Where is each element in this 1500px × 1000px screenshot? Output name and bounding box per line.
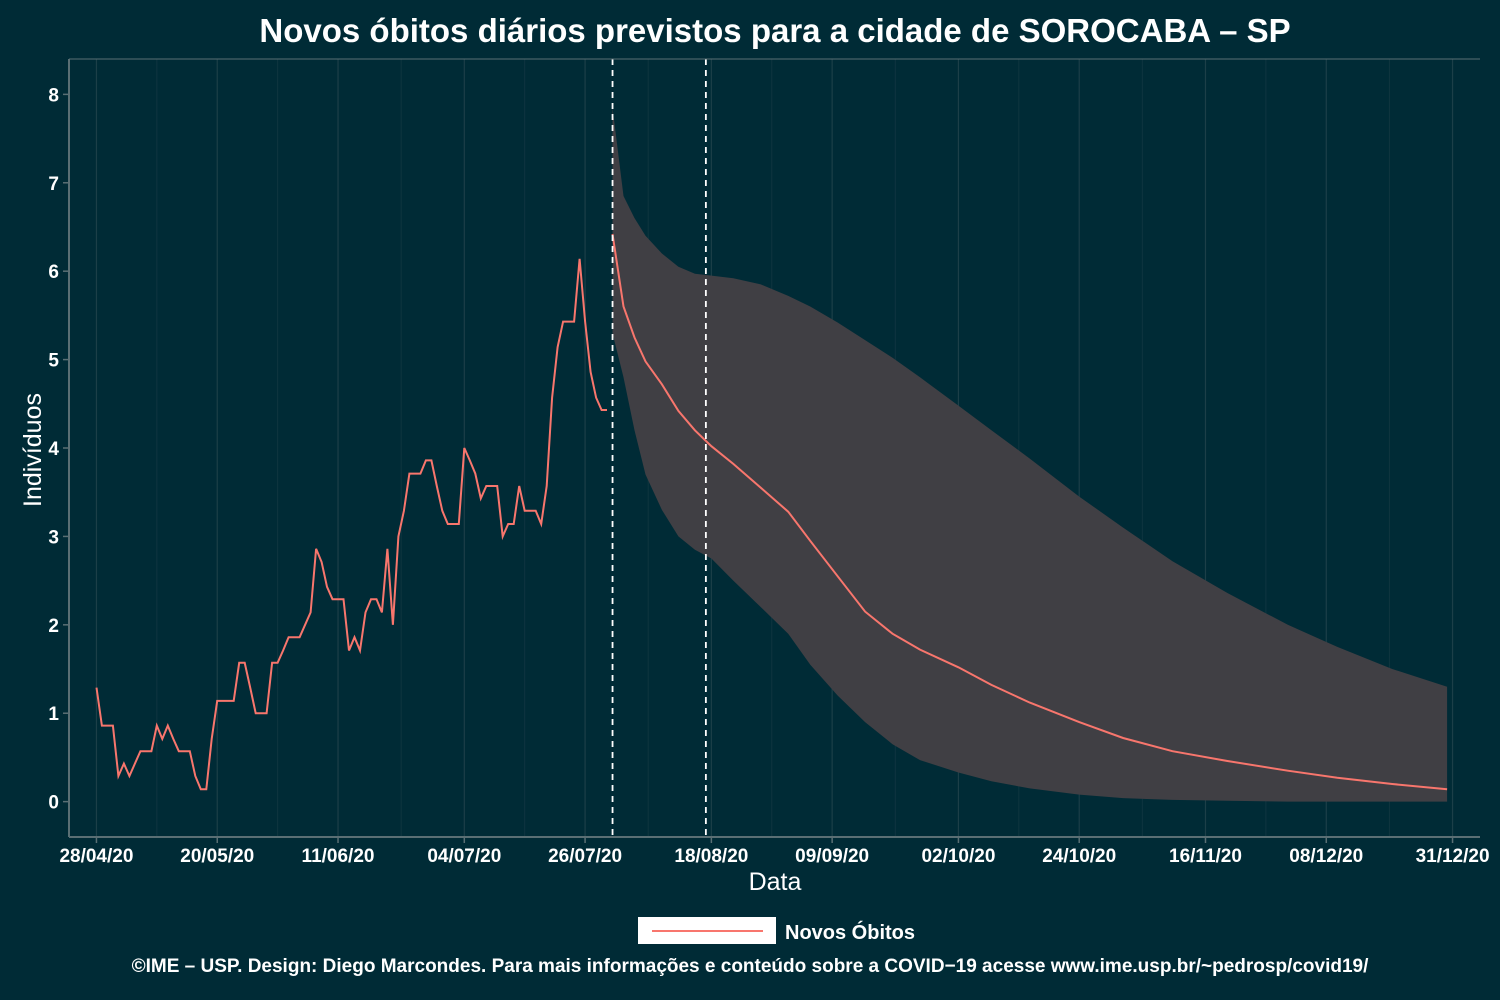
- x-tick-label: 20/05/20: [180, 846, 254, 867]
- y-tick-labels: 0 1 2 3 4 5 6 7 8: [48, 85, 59, 813]
- forecast-band: [612, 107, 1448, 802]
- x-axis-label: Data: [749, 868, 802, 896]
- y-tick-label: 6: [48, 262, 59, 283]
- y-axis-label: Indivíduos: [19, 393, 47, 507]
- x-tick-label: 28/04/20: [59, 846, 133, 867]
- x-tick-label: 09/09/20: [795, 846, 869, 867]
- observed-line: [95, 258, 607, 791]
- chart-title: Novos óbitos diários previstos para a ci…: [259, 12, 1291, 49]
- vertical-markers: [611, 59, 707, 837]
- y-tick-label: 2: [48, 616, 59, 637]
- axes: [63, 58, 1480, 843]
- y-tick-label: 7: [48, 174, 59, 195]
- y-tick-label: 0: [48, 793, 59, 814]
- x-tick-label: 02/10/20: [921, 846, 995, 867]
- x-tick-label: 31/12/20: [1416, 846, 1490, 867]
- legend: Novos Óbitos: [638, 917, 915, 944]
- x-tick-label: 04/07/20: [427, 846, 501, 867]
- y-tick-label: 5: [48, 351, 59, 372]
- y-tick-label: 8: [48, 85, 59, 106]
- y-tick-label: 4: [48, 439, 59, 460]
- footer-credits: ©IME – USP. Design: Diego Marcondes. Par…: [131, 956, 1369, 977]
- forecast-line: [611, 233, 1448, 791]
- legend-label: Novos Óbitos: [785, 920, 915, 944]
- y-tick-label: 1: [48, 704, 59, 725]
- x-tick-label: 16/11/20: [1169, 846, 1242, 867]
- series-lines: [95, 233, 1448, 791]
- x-tick-label: 08/12/20: [1289, 846, 1363, 867]
- x-tick-label: 24/10/20: [1042, 846, 1116, 867]
- x-tick-label: 18/08/20: [674, 846, 748, 867]
- x-tick-label: 11/06/20: [302, 846, 375, 867]
- x-tick-labels: 28/04/20 20/05/20 11/06/20 04/07/20 26/07/20…: [59, 846, 1489, 867]
- confidence-band: [612, 107, 1448, 802]
- y-tick-label: 3: [48, 527, 59, 548]
- x-tick-label: 26/07/20: [548, 846, 622, 867]
